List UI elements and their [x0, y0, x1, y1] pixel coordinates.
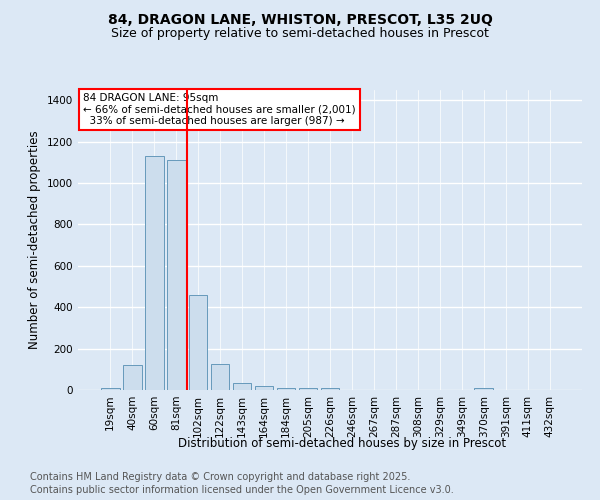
- Bar: [475, 388, 493, 390]
- Text: Contains public sector information licensed under the Open Government Licence v3: Contains public sector information licen…: [30, 485, 454, 495]
- Bar: [145, 156, 164, 390]
- Bar: [277, 388, 295, 390]
- Text: 84, DRAGON LANE, WHISTON, PRESCOT, L35 2UQ: 84, DRAGON LANE, WHISTON, PRESCOT, L35 2…: [107, 12, 493, 26]
- Bar: [233, 383, 251, 390]
- Text: Size of property relative to semi-detached houses in Prescot: Size of property relative to semi-detach…: [111, 28, 489, 40]
- Text: Contains HM Land Registry data © Crown copyright and database right 2025.: Contains HM Land Registry data © Crown c…: [30, 472, 410, 482]
- Bar: [101, 388, 119, 390]
- Bar: [167, 160, 185, 390]
- Bar: [320, 388, 340, 390]
- Bar: [123, 365, 142, 390]
- Bar: [255, 386, 274, 390]
- Bar: [211, 364, 229, 390]
- Text: 84 DRAGON LANE: 95sqm
← 66% of semi-detached houses are smaller (2,001)
  33% of: 84 DRAGON LANE: 95sqm ← 66% of semi-deta…: [83, 93, 356, 126]
- Bar: [189, 295, 208, 390]
- Bar: [299, 388, 317, 390]
- Y-axis label: Number of semi-detached properties: Number of semi-detached properties: [28, 130, 41, 350]
- Text: Distribution of semi-detached houses by size in Prescot: Distribution of semi-detached houses by …: [178, 438, 506, 450]
